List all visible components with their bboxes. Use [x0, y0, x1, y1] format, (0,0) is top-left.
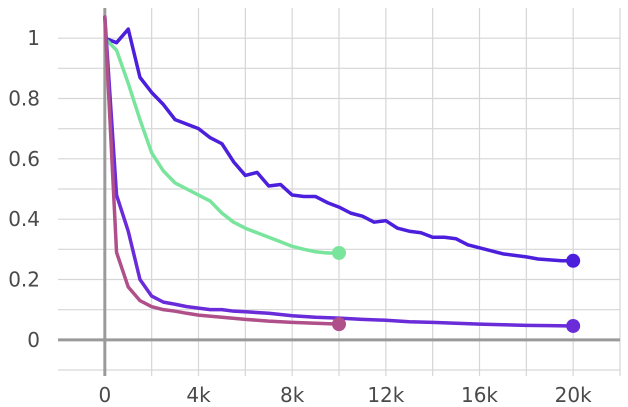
y-tick-label: 0.2 [8, 268, 40, 292]
series-end-point-3 [566, 318, 581, 333]
x-tick-label: 0 [98, 383, 111, 407]
x-tick-label: 4k [186, 383, 211, 407]
series-layer [103, 15, 575, 328]
series-end-point-4 [332, 317, 346, 332]
series-line-1 [103, 27, 575, 263]
x-tick-label: 16k [461, 383, 498, 407]
series-line-2 [103, 36, 341, 255]
x-tick-label: 8k [280, 383, 305, 407]
series-end-point-1 [566, 253, 581, 268]
x-tick-label: 20k [555, 383, 592, 407]
y-tick-label: 1 [27, 26, 40, 50]
series-end-point-2 [332, 245, 346, 260]
y-tick-label: 0.6 [8, 147, 40, 171]
series-line-3 [103, 15, 575, 328]
y-tick-label: 0.8 [8, 87, 40, 111]
y-tick-label: 0 [27, 328, 40, 352]
x-tick-label: 12k [367, 383, 404, 407]
axes [58, 8, 620, 376]
end-markers [332, 245, 581, 333]
y-tick-label: 0.4 [8, 207, 40, 231]
tick-labels: 0 4k 8k 12k 16k 20k 0 0.2 0.4 0.6 0.8 1 [8, 26, 592, 407]
series-line-4 [103, 15, 341, 326]
grid [58, 8, 621, 376]
